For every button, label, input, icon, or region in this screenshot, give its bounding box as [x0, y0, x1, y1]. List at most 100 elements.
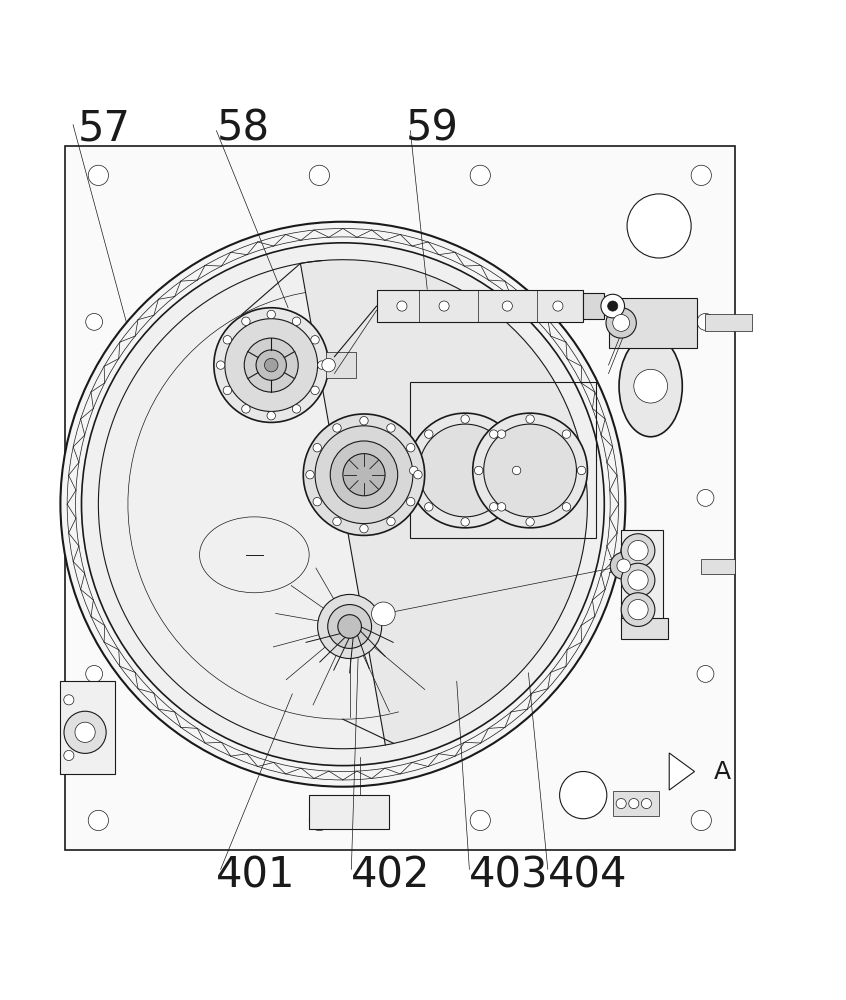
Circle shape	[439, 301, 449, 311]
Circle shape	[85, 313, 102, 330]
Bar	[309, 795, 389, 829]
Circle shape	[267, 411, 276, 420]
Circle shape	[513, 466, 521, 475]
Bar	[621, 530, 663, 622]
Circle shape	[691, 810, 711, 831]
Bar	[621, 618, 667, 639]
Circle shape	[321, 358, 335, 372]
Bar	[326, 352, 355, 378]
Circle shape	[628, 600, 648, 620]
Circle shape	[265, 358, 278, 372]
Bar	[625, 532, 659, 569]
Circle shape	[293, 317, 300, 325]
Text: 57: 57	[77, 108, 130, 150]
Circle shape	[81, 243, 604, 766]
Circle shape	[317, 361, 326, 369]
Circle shape	[85, 665, 102, 682]
Circle shape	[313, 497, 321, 506]
Circle shape	[629, 799, 639, 809]
Circle shape	[621, 563, 655, 597]
Circle shape	[616, 799, 626, 809]
Text: 58: 58	[217, 108, 270, 150]
Circle shape	[526, 518, 535, 526]
Circle shape	[697, 313, 714, 330]
Bar	[625, 562, 659, 599]
Circle shape	[461, 518, 470, 526]
Circle shape	[242, 317, 250, 325]
Circle shape	[343, 454, 385, 496]
Circle shape	[497, 430, 506, 438]
Circle shape	[256, 350, 287, 380]
Circle shape	[387, 424, 395, 432]
Circle shape	[317, 594, 382, 659]
Circle shape	[408, 413, 523, 528]
Wedge shape	[300, 260, 587, 745]
Circle shape	[64, 711, 106, 753]
Circle shape	[244, 338, 298, 392]
Text: 401: 401	[217, 854, 296, 896]
Circle shape	[461, 415, 470, 423]
Circle shape	[310, 386, 319, 395]
Bar	[583, 293, 604, 319]
Circle shape	[697, 665, 714, 682]
Polygon shape	[669, 753, 695, 790]
Circle shape	[475, 466, 483, 475]
Circle shape	[621, 593, 655, 626]
Circle shape	[315, 426, 413, 524]
Circle shape	[628, 540, 648, 561]
Circle shape	[563, 430, 571, 438]
Circle shape	[75, 722, 96, 742]
Bar	[706, 314, 752, 331]
Circle shape	[559, 772, 607, 819]
Circle shape	[406, 497, 415, 506]
Bar	[625, 591, 659, 628]
Circle shape	[60, 222, 625, 787]
Text: A: A	[714, 760, 731, 784]
Circle shape	[621, 534, 655, 567]
Bar	[410, 382, 596, 538]
Circle shape	[641, 799, 651, 809]
Circle shape	[610, 552, 637, 579]
Circle shape	[470, 810, 491, 831]
Circle shape	[313, 444, 321, 452]
Circle shape	[330, 441, 398, 508]
Circle shape	[552, 301, 563, 311]
Circle shape	[267, 310, 276, 319]
Circle shape	[332, 424, 341, 432]
Circle shape	[310, 810, 329, 831]
Circle shape	[497, 503, 506, 511]
Circle shape	[490, 503, 498, 511]
Circle shape	[85, 489, 102, 506]
Bar	[60, 681, 115, 774]
Circle shape	[338, 615, 361, 638]
Circle shape	[613, 314, 629, 331]
Circle shape	[419, 424, 512, 517]
Circle shape	[691, 165, 711, 185]
Bar	[608, 298, 697, 348]
Ellipse shape	[619, 336, 682, 437]
Circle shape	[425, 503, 433, 511]
Circle shape	[88, 810, 108, 831]
Bar	[613, 791, 659, 816]
Circle shape	[414, 470, 422, 479]
Circle shape	[601, 294, 624, 318]
Circle shape	[327, 605, 371, 648]
Circle shape	[397, 301, 407, 311]
Circle shape	[242, 405, 250, 413]
Circle shape	[371, 602, 395, 626]
Circle shape	[606, 308, 636, 338]
Circle shape	[293, 405, 300, 413]
Circle shape	[628, 570, 648, 590]
Circle shape	[490, 430, 498, 438]
Circle shape	[409, 466, 418, 475]
Circle shape	[503, 301, 513, 311]
Ellipse shape	[200, 517, 309, 593]
Circle shape	[627, 194, 691, 258]
Circle shape	[225, 319, 317, 411]
Circle shape	[563, 503, 571, 511]
Circle shape	[697, 489, 714, 506]
Circle shape	[223, 386, 232, 395]
Circle shape	[360, 524, 368, 533]
Circle shape	[470, 165, 491, 185]
Circle shape	[217, 361, 225, 369]
